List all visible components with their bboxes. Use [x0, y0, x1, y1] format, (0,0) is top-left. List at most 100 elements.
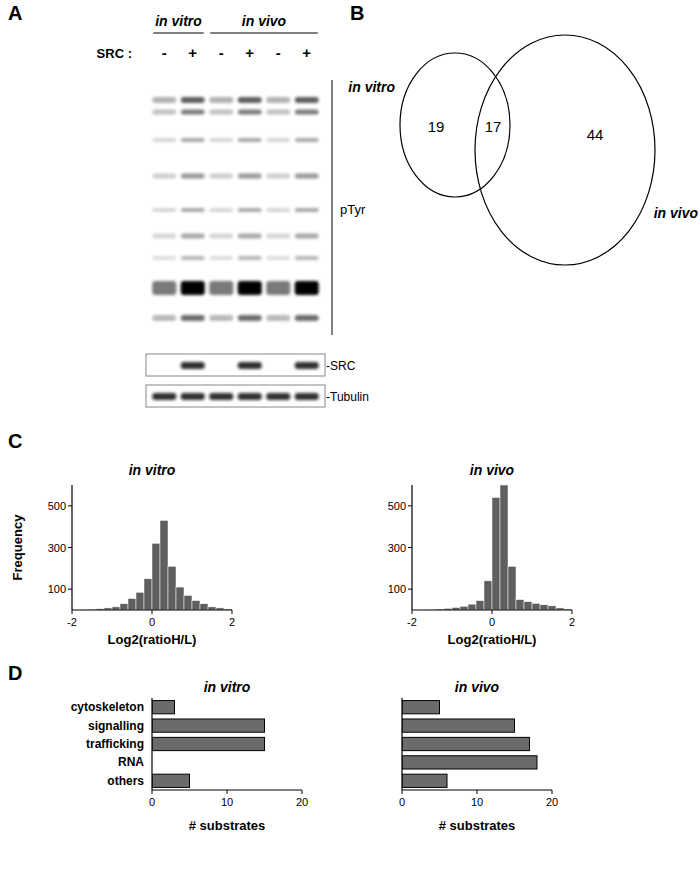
blot-band [209, 110, 233, 115]
bars [420, 485, 572, 610]
blot-band [238, 281, 262, 295]
hist-bar [508, 566, 516, 610]
bar [152, 719, 265, 732]
blot-band [266, 315, 290, 321]
y-tick [68, 505, 72, 506]
hist-bar [136, 592, 144, 610]
x-axis-label: Log2(ratioH/L) [108, 632, 197, 647]
hist-bar [176, 587, 184, 610]
hist-bar [540, 605, 548, 610]
blot-band [181, 315, 205, 321]
y-axis-label: Frequency [10, 514, 25, 581]
panel-label: A [8, 2, 22, 24]
blot-band [152, 393, 176, 400]
x-tick-label: 0 [149, 616, 155, 628]
bar [402, 737, 530, 750]
blot-band [181, 256, 205, 260]
venn-count: 17 [485, 118, 502, 135]
panel-label: C [8, 430, 22, 452]
figure: ABCDin vitroin vivoSRC :-+-+-+pTyr-SRC-T… [0, 0, 700, 877]
bars [80, 520, 232, 610]
chart-title: in vitro [204, 679, 251, 695]
blot-band [209, 315, 233, 321]
category-label: trafficking [86, 737, 144, 751]
x-tick [412, 610, 413, 614]
x-tick-label: 2 [229, 616, 235, 628]
blot-band [238, 362, 262, 369]
blot-band [209, 256, 233, 260]
blot-band [266, 281, 290, 295]
blot-band [209, 138, 233, 142]
hist-bar [152, 543, 160, 610]
y-tick-label: 500 [388, 500, 406, 512]
hist-bar [168, 566, 176, 610]
panel-label: B [350, 2, 364, 24]
blot-band [152, 97, 176, 103]
blot-band [295, 256, 319, 260]
bar [402, 756, 537, 769]
x-tick [572, 610, 573, 614]
blot-band [266, 174, 290, 179]
y-tick [408, 547, 412, 548]
x-tick [477, 790, 478, 794]
blot-band [295, 393, 319, 400]
hist-bar [160, 520, 168, 610]
bar [152, 737, 265, 750]
blot-band [238, 208, 262, 212]
y-tick-label: 300 [48, 542, 66, 554]
blot-band [266, 256, 290, 260]
hist-bar [200, 604, 208, 610]
chart-title: in vivo [455, 679, 500, 695]
blot-band [209, 97, 233, 103]
y-tick [408, 505, 412, 506]
lane-sign: + [302, 44, 311, 61]
category-label: signalling [88, 719, 144, 733]
lane-sign: - [219, 44, 224, 61]
blot-band [266, 393, 290, 400]
x-tick-label: 20 [546, 796, 558, 808]
x-tick-label: 10 [471, 796, 483, 808]
group-line [153, 32, 204, 33]
blot-band [181, 208, 205, 212]
x-tick [302, 790, 303, 794]
blot-band [295, 315, 319, 321]
blot-strip [146, 385, 325, 407]
category-label: others [107, 774, 144, 788]
bars [152, 701, 265, 788]
venn-set [400, 53, 510, 197]
blot-band [152, 315, 176, 321]
hist-bar [492, 498, 500, 611]
hist-bar [500, 485, 508, 610]
blot-band [181, 234, 205, 239]
hist-bar [548, 606, 556, 610]
blot-strip [146, 354, 325, 376]
blot-band [295, 110, 319, 115]
blot-band [209, 281, 233, 295]
blot-band [266, 208, 290, 212]
y-tick-label: 500 [48, 500, 66, 512]
category-label: cytoskeleton [71, 700, 144, 714]
row-label: -Tubulin [326, 390, 369, 404]
blot-band [181, 174, 205, 179]
venn-count: 44 [587, 126, 604, 143]
x-tick-label: 0 [489, 616, 495, 628]
y-tick [68, 589, 72, 590]
bar [152, 701, 175, 714]
hist-bar [184, 595, 192, 610]
venn-label: in vitro [348, 79, 395, 95]
blot-band [181, 281, 205, 295]
blot-band [238, 315, 262, 321]
row-label: -SRC [326, 359, 356, 373]
category-label: RNA [118, 755, 144, 769]
blot-band [152, 208, 176, 212]
lane-sign: - [276, 44, 281, 61]
y-tick [408, 589, 412, 590]
blot-band [295, 208, 319, 212]
lane-sign: - [162, 44, 167, 61]
y-tick-label: 100 [388, 583, 406, 595]
y-axis [401, 698, 402, 790]
hist-bar [468, 604, 476, 610]
hist-bar [532, 603, 540, 610]
hist-bar [516, 600, 524, 610]
blot-band [209, 174, 233, 179]
